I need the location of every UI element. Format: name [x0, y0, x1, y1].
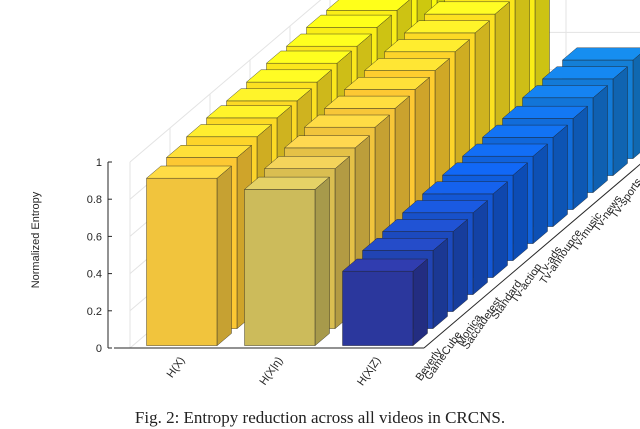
bar-top-face: [323, 95, 411, 109]
bar-side-face: [314, 176, 330, 347]
bar-top-face: [421, 181, 509, 195]
bar-top-face: [305, 14, 393, 28]
x-tick-label: H(X): [165, 355, 188, 380]
bar-top-face: [361, 238, 449, 251]
bar-top-face: [461, 143, 549, 157]
bar-top-face: [481, 124, 569, 138]
bar-side-face: [492, 181, 508, 279]
bar-top-face: [225, 88, 313, 102]
bar-top-face: [501, 105, 589, 119]
bar-side-face: [532, 143, 548, 245]
x-tick-label: H(X|Z): [355, 355, 383, 388]
bar-top-face: [165, 145, 253, 158]
z-tick-label: 0.8: [87, 194, 102, 206]
axes: [107, 161, 640, 349]
bar-H(X|Z)-Beverly: [341, 258, 429, 347]
bar-side-face: [412, 258, 428, 347]
bar-front-face: [146, 177, 218, 346]
bar-top-face: [245, 69, 333, 83]
bar-front-face: [244, 189, 316, 346]
bar-side-face: [216, 165, 232, 347]
bar-side-face: [452, 218, 468, 313]
bar-top-face: [303, 114, 391, 128]
bar-top-face: [363, 58, 451, 71]
bar-top-face: [541, 66, 629, 80]
bar-top-face: [145, 165, 233, 179]
z-tick-label: 0.4: [87, 269, 102, 281]
bar-top-face: [383, 39, 471, 52]
bar-side-face: [552, 124, 568, 228]
bar-top-face: [423, 1, 511, 15]
bar-side-face: [592, 85, 608, 194]
bar-side-face: [472, 200, 488, 296]
bar-H(X)-Beverly: [145, 165, 233, 347]
bar-side-face: [512, 162, 528, 262]
bar-top-face: [185, 124, 273, 138]
z-axis-title: Normalized Entropy: [30, 191, 42, 288]
bar-side-face: [572, 105, 588, 211]
bar-top-face: [561, 47, 640, 61]
z-tick-label: 0: [96, 343, 102, 355]
bar-top-face: [521, 85, 609, 99]
bar-top-face: [403, 20, 491, 34]
z-tick-label: 1: [96, 157, 102, 169]
x-tick-label: H(X|η): [258, 355, 286, 388]
bar-top-face: [341, 258, 429, 272]
bar-top-face: [343, 77, 431, 90]
bar-top-face: [325, 0, 410, 11]
z-tick-label: 0.6: [87, 231, 102, 243]
bar3d-chart: 00.20.40.60.81H(X) H(X|η) H(X|Z) BeverlyGam…: [30, 0, 640, 388]
bar-top-face: [243, 176, 331, 190]
bars: [145, 0, 640, 347]
bar-side-face: [432, 237, 448, 330]
bar-top-face: [441, 162, 529, 176]
bar-top-face: [401, 200, 489, 214]
bar-top-face: [205, 105, 293, 119]
bar-H(X|η)-Beverly: [243, 176, 331, 347]
z-tick-label: 0.2: [87, 306, 102, 318]
bar-top-face: [285, 33, 373, 47]
bar-side-face: [632, 53, 640, 160]
bar-top-face: [381, 219, 469, 232]
bar-top-face: [263, 156, 351, 169]
bar-top-face: [265, 50, 353, 64]
bar-side-face: [612, 66, 628, 177]
bar-top-face: [283, 135, 371, 149]
y-axis-line: [423, 163, 640, 349]
figure-caption: Fig. 2: Entropy reduction across all vid…: [134, 408, 506, 427]
bar-front-face: [342, 271, 414, 346]
